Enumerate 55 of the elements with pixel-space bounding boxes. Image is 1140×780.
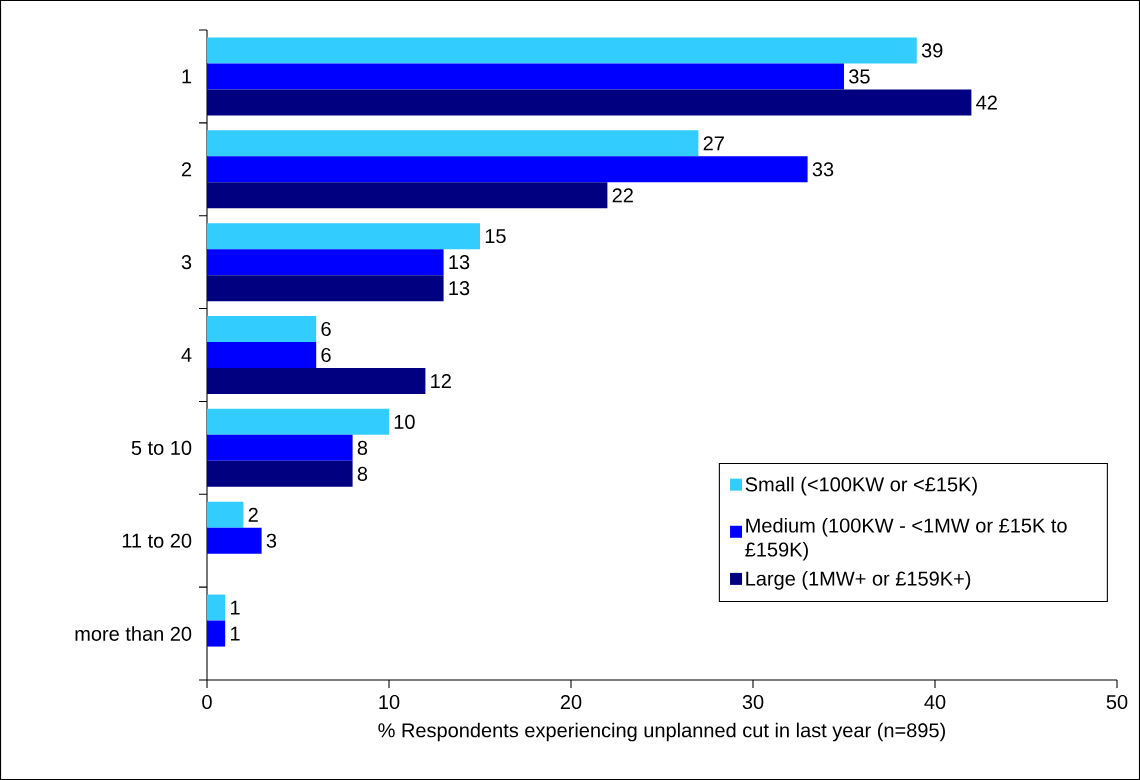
data-label: 39 <box>921 43 943 58</box>
bar <box>207 275 444 302</box>
x-tick-label: 50 <box>1106 694 1128 710</box>
data-label: 13 <box>449 255 470 270</box>
data-label: 6 <box>321 347 331 363</box>
data-label: 2 <box>248 507 258 522</box>
bar <box>207 63 844 90</box>
bar <box>207 249 444 276</box>
legend-label: Large (1MW+ or £159K+) <box>746 571 971 590</box>
x-tick-label: 20 <box>560 694 582 710</box>
bar <box>207 501 244 528</box>
bar <box>207 408 389 435</box>
data-label: 35 <box>849 69 870 84</box>
bar <box>207 434 353 461</box>
y-tick-label: more than 20 <box>75 626 192 641</box>
bar <box>207 342 317 368</box>
data-label: 8 <box>357 466 368 481</box>
data-label: 1 <box>230 626 240 641</box>
data-label: 13 <box>449 281 470 296</box>
y-tick-label: 5 to 10 <box>131 440 192 455</box>
bar <box>207 594 226 621</box>
x-axis-title: % Respondents experiencing unplanned cut in last year (n=895) <box>378 722 945 742</box>
bar <box>207 460 353 487</box>
bar <box>207 315 317 342</box>
bar <box>207 156 808 183</box>
y-tick-label: 2 <box>181 162 192 177</box>
y-tick-label: 1 <box>182 69 192 84</box>
bar <box>207 527 262 554</box>
data-label: 27 <box>703 136 724 151</box>
x-tick-label: 10 <box>379 694 400 710</box>
x-tick-label: 30 <box>742 694 764 710</box>
legend-label: Medium (100KW - <1MW or £15K to £159K) <box>745 517 1067 561</box>
data-label: 33 <box>812 162 834 177</box>
bar <box>207 368 426 394</box>
legend-label: Small (<100KW or <£15K) <box>745 476 977 496</box>
y-tick-label: 3 <box>181 255 192 270</box>
bar <box>207 89 972 116</box>
y-tick-label: 11 to 20 <box>122 533 192 548</box>
bar <box>207 37 917 64</box>
bar <box>207 620 226 647</box>
data-label: 22 <box>612 188 633 203</box>
data-label: 10 <box>394 414 415 429</box>
x-tick-label: 40 <box>924 694 946 710</box>
data-label: 15 <box>485 229 506 244</box>
data-label: 12 <box>431 374 451 388</box>
x-tick-label: 0 <box>202 694 212 710</box>
bar <box>207 130 699 157</box>
data-label: 8 <box>357 440 368 455</box>
data-label: 3 <box>266 533 277 548</box>
bar <box>207 223 480 250</box>
data-label: 1 <box>230 600 240 615</box>
bar <box>207 182 608 209</box>
y-tick-label: 4 <box>181 348 192 362</box>
data-label: 6 <box>321 321 331 337</box>
data-label: 42 <box>976 95 997 110</box>
